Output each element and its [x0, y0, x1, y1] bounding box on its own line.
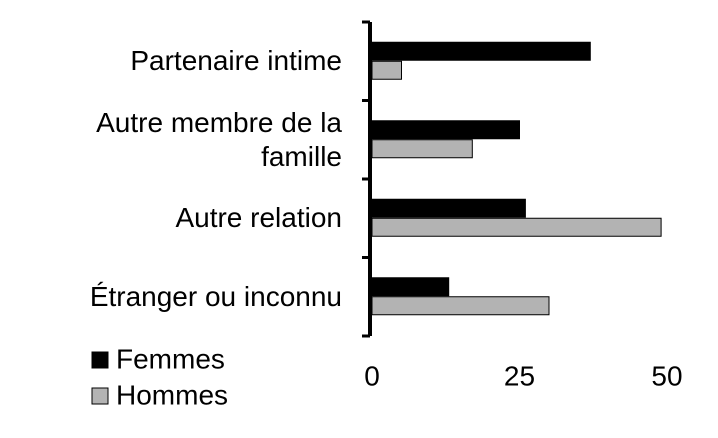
bar	[371, 41, 591, 61]
bar	[371, 277, 450, 297]
bar	[371, 60, 402, 80]
legend-label: Hommes	[116, 379, 228, 410]
legend-label: Femmes	[116, 343, 225, 374]
category-label: Autre relation	[175, 202, 342, 234]
x-tick-label: 0	[364, 360, 380, 391]
category-label: Partenaire intime	[130, 45, 342, 77]
bar	[371, 198, 526, 218]
x-tick-label: 25	[504, 360, 535, 391]
bar	[371, 217, 662, 237]
legend-swatch	[91, 387, 109, 405]
category-label: Autre membre de la famille	[96, 106, 342, 172]
bar	[371, 296, 550, 316]
x-tick-label: 50	[651, 360, 682, 391]
bar	[371, 120, 520, 140]
bar	[371, 139, 473, 159]
category-label: Étranger ou inconnu	[89, 280, 342, 312]
legend-swatch	[91, 351, 109, 369]
